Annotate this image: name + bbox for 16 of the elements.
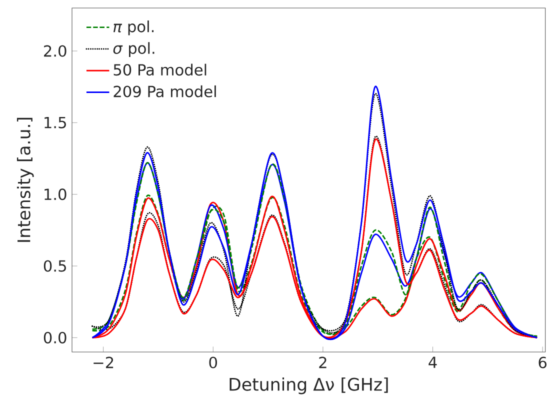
- x-tick-label: −2: [94, 356, 114, 368]
- y-tick-label: 0.5: [44, 260, 66, 272]
- y-axis-title: Intensity [a.u.]: [16, 118, 34, 242]
- legend-label: σ pol.: [113, 42, 154, 57]
- x-tick-label: 6: [538, 356, 546, 368]
- legend-label: 209 Pa model: [114, 85, 216, 98]
- legend-label: π pol.: [113, 20, 154, 36]
- x-tick-label: 4: [428, 356, 437, 368]
- x-tick-label: 2: [319, 356, 326, 368]
- y-tick-label: 1.0: [44, 188, 66, 200]
- x-tick-label: 0: [209, 356, 217, 368]
- y-tick-label: 0.0: [44, 332, 66, 344]
- legend-label: 50 Pa model: [114, 64, 206, 76]
- y-tick-label: 1.5: [44, 116, 66, 128]
- y-tick-label: 2.0: [44, 45, 66, 57]
- x-axis-title: Detuning Δν [GHz]: [230, 377, 388, 394]
